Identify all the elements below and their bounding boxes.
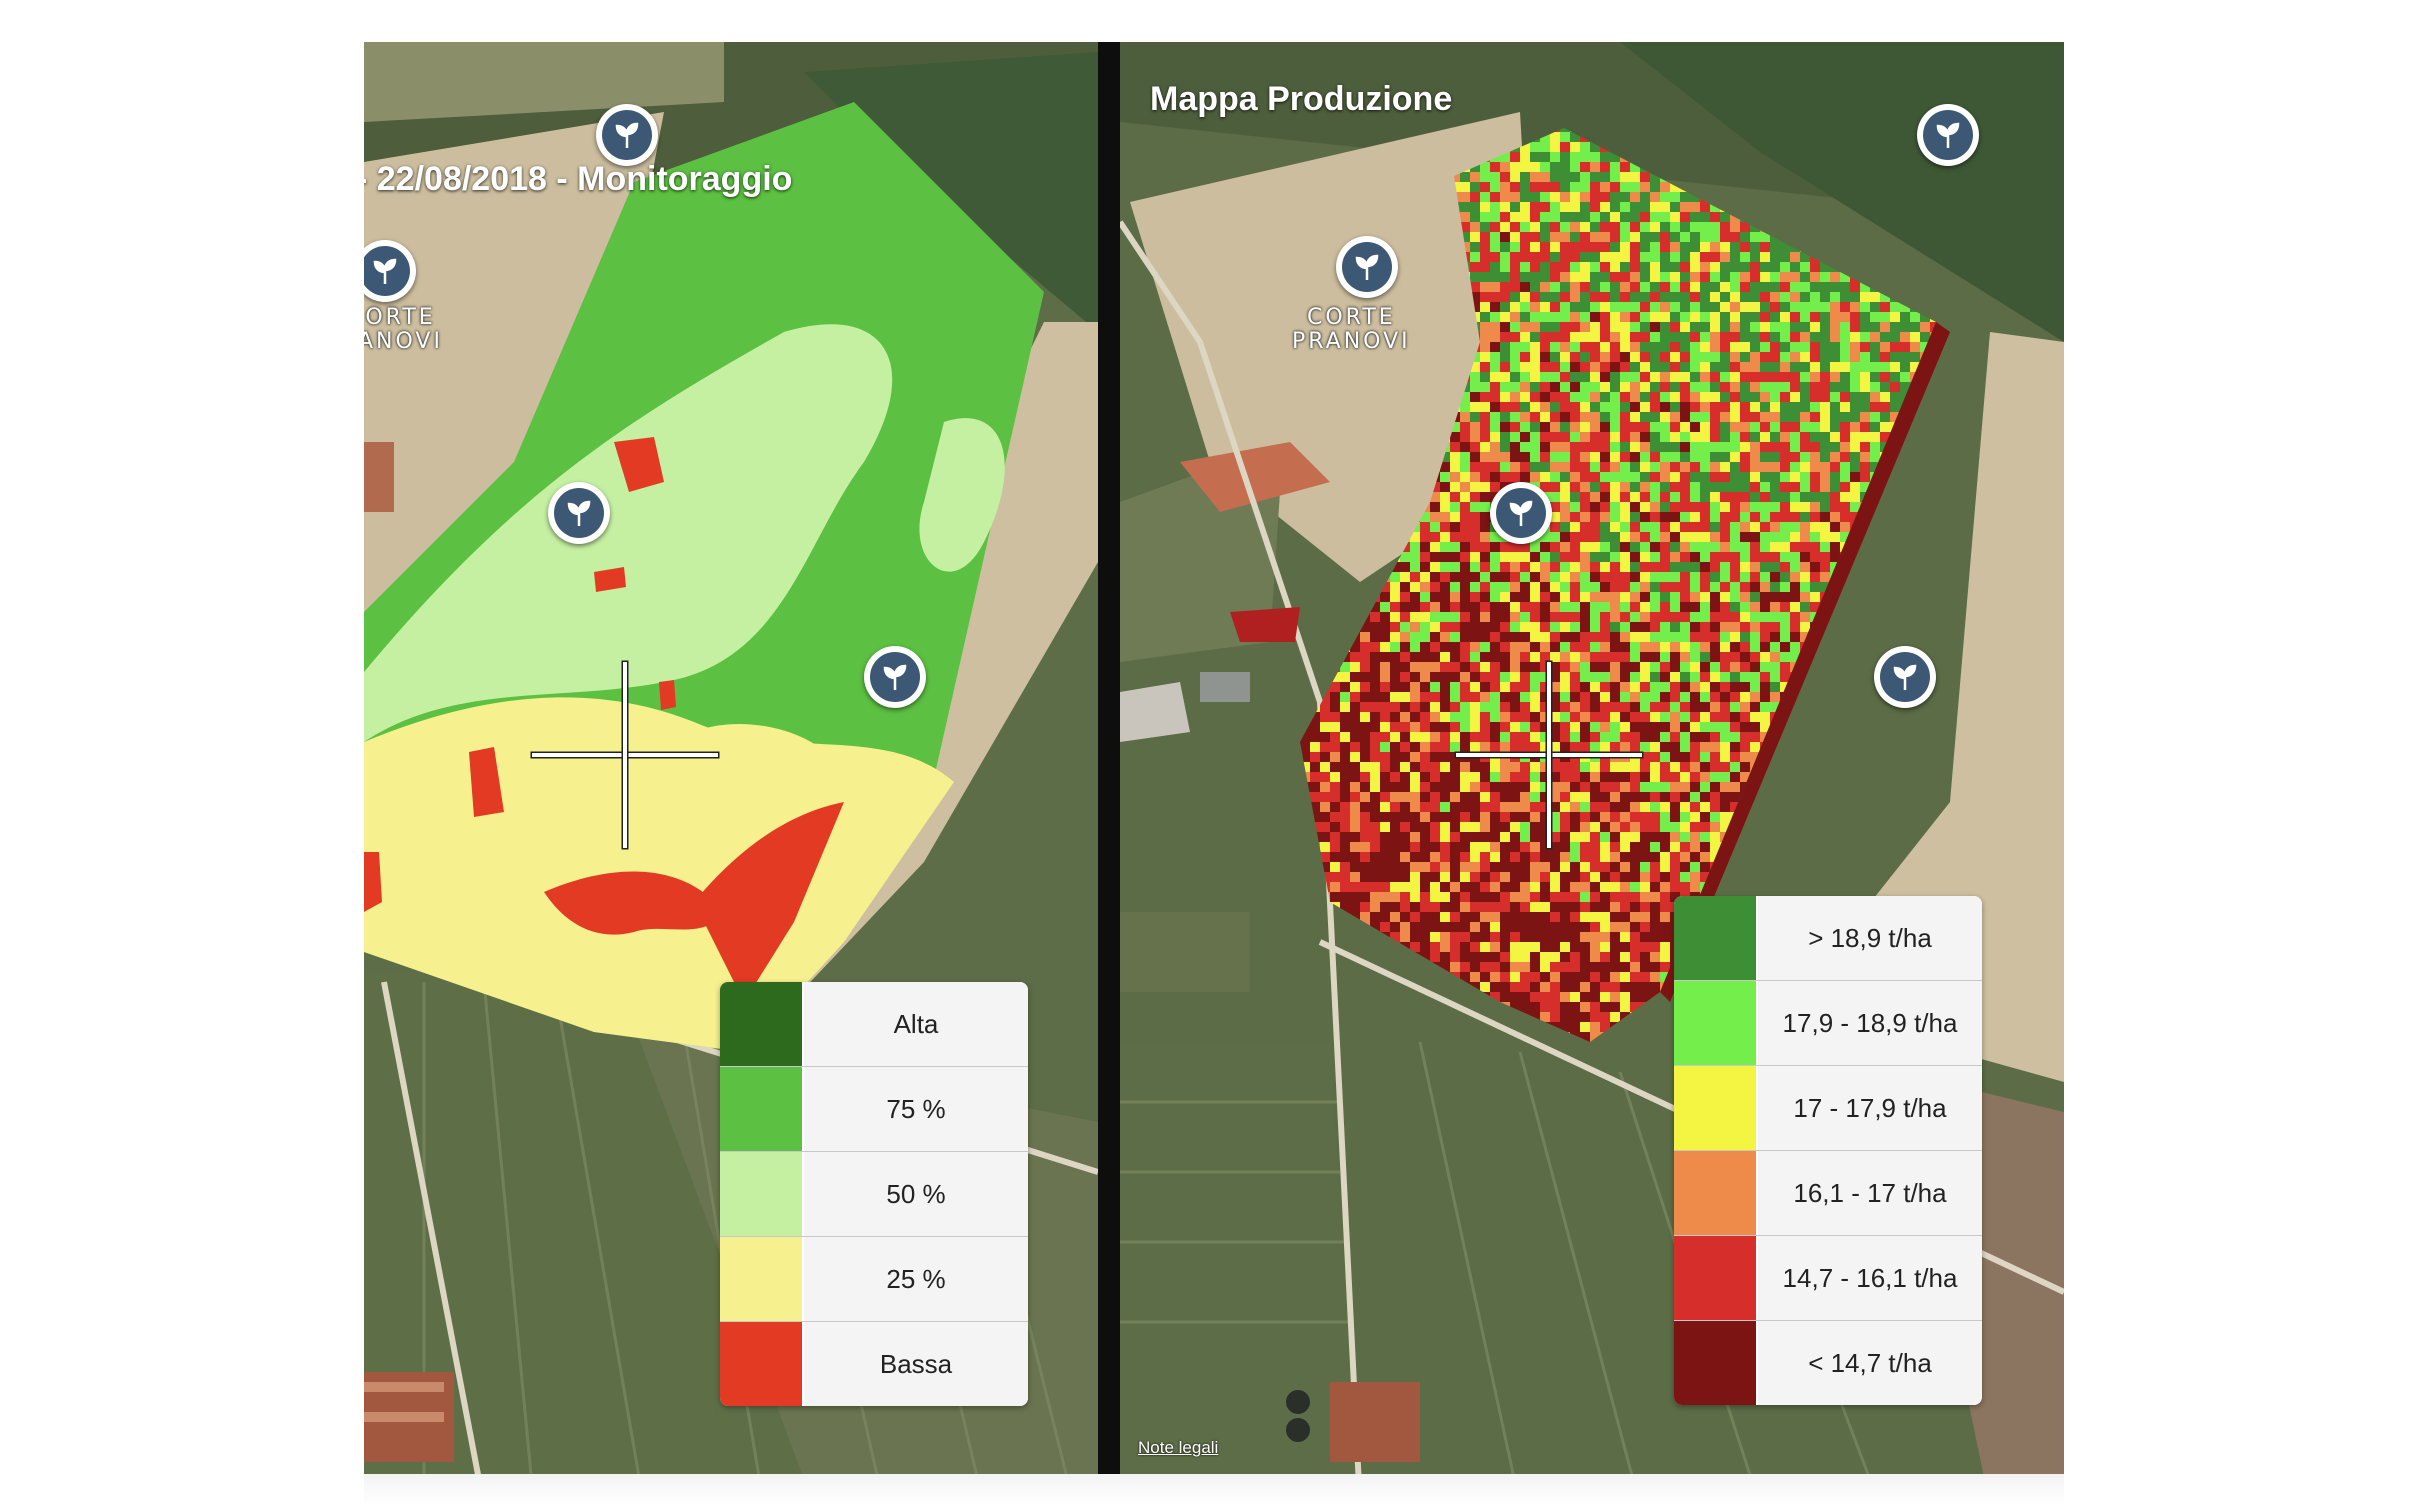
legend-label: Alta (804, 982, 1028, 1066)
legend-label: 17 - 17,9 t/ha (1758, 1066, 1982, 1150)
legend-swatch (720, 1152, 804, 1236)
legend-label: > 18,9 t/ha (1758, 896, 1982, 980)
plant-sprout-icon[interactable] (364, 240, 416, 302)
legend-swatch (720, 1237, 804, 1321)
plant-sprout-icon[interactable] (548, 482, 610, 544)
legend-label: 16,1 - 17 t/ha (1758, 1151, 1982, 1235)
legend-label: 14,7 - 16,1 t/ha (1758, 1236, 1982, 1320)
right_map-legend-row: 16,1 - 17 t/ha (1674, 1151, 1982, 1236)
legend-label: 50 % (804, 1152, 1028, 1236)
yield-map[interactable]: Mappa Produzione CORTE PRANOVI > 18,9 t/… (1120, 42, 2064, 1506)
bottom-reflection-band (364, 1474, 2064, 1506)
right_map-legend-row: > 18,9 t/ha (1674, 896, 1982, 981)
plant-sprout-icon[interactable] (864, 646, 926, 708)
left-legend: Alta 75 % 50 % 25 % Bassa (720, 982, 1028, 1406)
crosshair-icon (532, 662, 718, 848)
legend-swatch (1674, 896, 1758, 980)
monitoring-map[interactable]: - 22/08/2018 - Monitoraggio ORTE ANOVI A… (364, 42, 1098, 1506)
right-legend: > 18,9 t/ha 17,9 - 18,9 t/ha 17 - 17,9 t/h… (1674, 896, 1982, 1405)
left_map-legend-row: 50 % (720, 1152, 1028, 1237)
map-comparison: - 22/08/2018 - Monitoraggio ORTE ANOVI A… (364, 42, 2064, 1506)
plant-sprout-icon[interactable] (1336, 236, 1398, 298)
left_map-legend-row: 25 % (720, 1237, 1028, 1322)
farm-place-label: ORTE ANOVI (364, 305, 443, 354)
right_map-legend-row: 17 - 17,9 t/ha (1674, 1066, 1982, 1151)
right-map-title: Mappa Produzione (1150, 80, 1453, 118)
legend-swatch (1674, 1321, 1758, 1405)
legend-swatch (720, 1067, 804, 1151)
crosshair-icon (1456, 662, 1642, 848)
right_map-legend-row: < 14,7 t/ha (1674, 1321, 1982, 1405)
legend-label: 25 % (804, 1237, 1028, 1321)
farm-place-label: CORTE PRANOVI (1292, 305, 1411, 354)
left-map-title: - 22/08/2018 - Monitoraggio (364, 160, 793, 198)
legend-label: 75 % (804, 1067, 1028, 1151)
plant-sprout-icon[interactable] (1917, 104, 1979, 166)
field-zone-low (614, 437, 664, 492)
right_map-legend-row: 17,9 - 18,9 t/ha (1674, 981, 1982, 1066)
legend-swatch (1674, 1236, 1758, 1320)
legend-label: 17,9 - 18,9 t/ha (1758, 981, 1982, 1065)
legend-label: < 14,7 t/ha (1758, 1321, 1982, 1405)
left_map-legend-row: Alta (720, 982, 1028, 1067)
left_map-legend-row: 75 % (720, 1067, 1028, 1152)
right_map-legend-row: 14,7 - 16,1 t/ha (1674, 1236, 1982, 1321)
legend-swatch (1674, 981, 1758, 1065)
legend-swatch (1674, 1151, 1758, 1235)
field-zone-50 (364, 324, 893, 742)
map-divider[interactable] (1098, 42, 1120, 1506)
yield-field-overlay (1230, 128, 1950, 1042)
legend-swatch (720, 1322, 804, 1406)
plant-sprout-icon[interactable] (596, 104, 658, 166)
plant-sprout-icon[interactable] (1490, 482, 1552, 544)
ndvi-field-overlay (364, 102, 1044, 1052)
plant-sprout-icon[interactable] (1874, 646, 1936, 708)
legend-swatch (720, 982, 804, 1066)
left_map-legend-row: Bassa (720, 1322, 1028, 1406)
legal-notes-link[interactable]: Note legali (1138, 1438, 1219, 1457)
legend-swatch (1674, 1066, 1758, 1150)
legend-label: Bassa (804, 1322, 1028, 1406)
